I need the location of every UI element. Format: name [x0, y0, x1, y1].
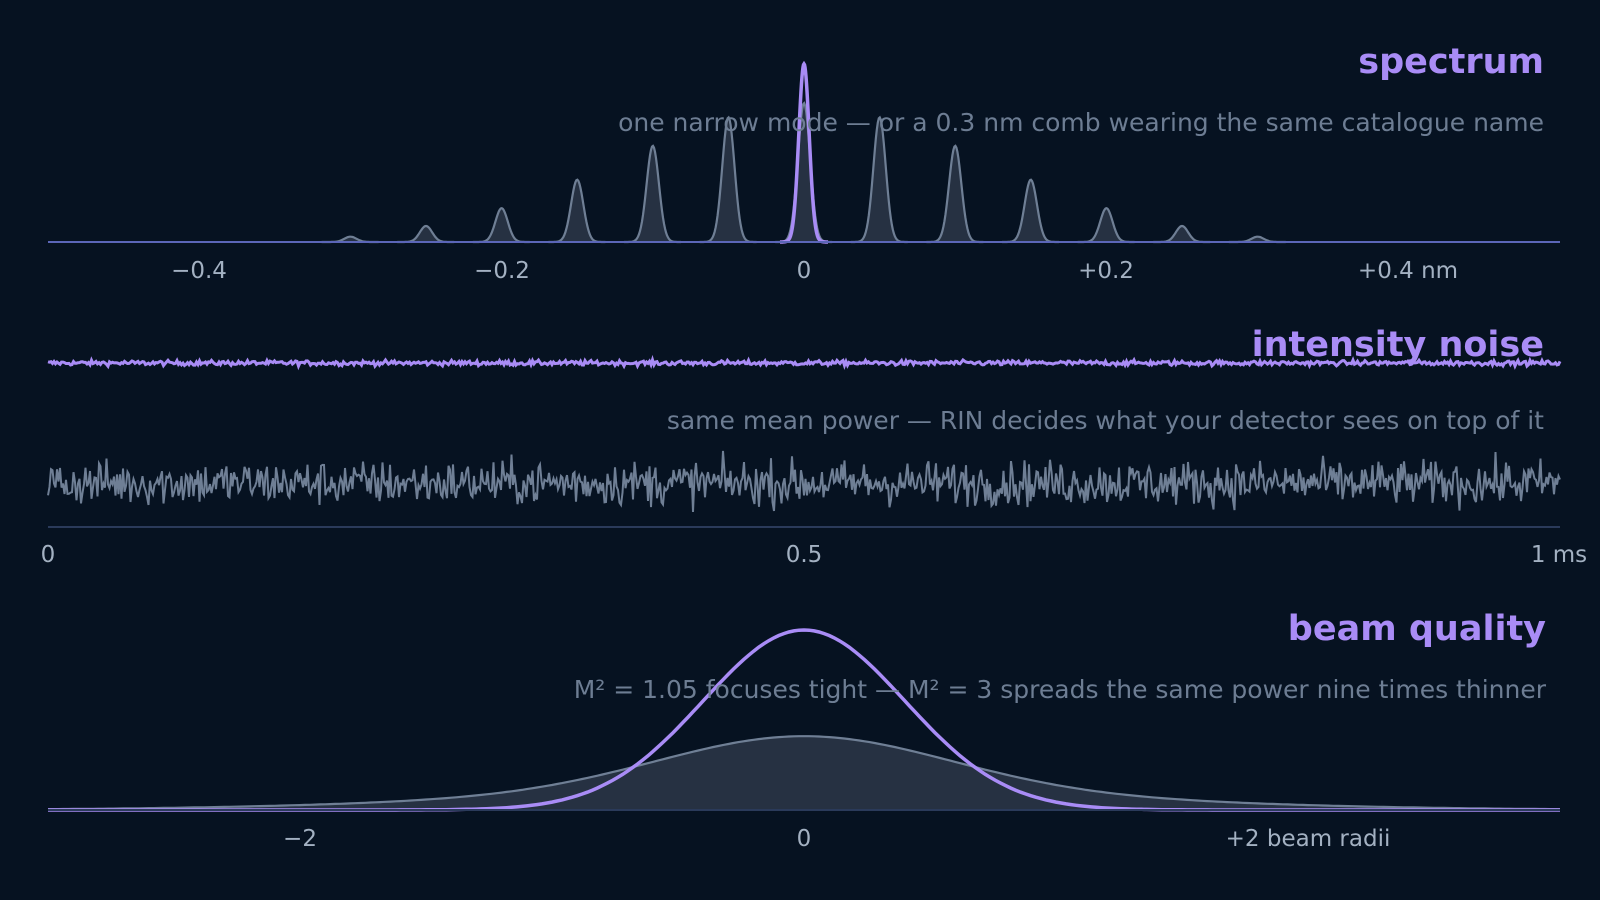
comb-mode-fill — [1153, 226, 1211, 242]
multimode-beam-profile — [48, 735, 1560, 811]
beam-subtitle: M² = 1.05 focuses tight — M² = 3 spreads… — [574, 675, 1547, 704]
single-mode-peak — [780, 60, 828, 244]
noise-subtitle: same mean power — RIN decides what your … — [667, 406, 1544, 435]
noise-title: intensity noise — [1252, 325, 1544, 365]
comb-mode-fill — [850, 117, 908, 242]
comb-mode-fill — [1077, 208, 1135, 242]
intensity-noise-panel: intensity noise same mean power — RIN de… — [41, 325, 1587, 568]
high-rin-trace — [47, 450, 1561, 513]
beam-x-tick-label: 0 — [797, 826, 812, 852]
beam-x-tick-label: +2 beam radii — [1226, 826, 1391, 852]
beam-quality-panel: beam quality M² = 1.05 focuses tight — M… — [48, 609, 1560, 852]
comb-mode-fill — [548, 179, 606, 242]
spectrum-x-tick-label: +0.4 nm — [1358, 258, 1458, 284]
beam-title: beam quality — [1288, 609, 1546, 649]
noise-x-tick-label: 0 — [41, 542, 56, 568]
noise-x-tick-label: 1 ms — [1531, 542, 1587, 568]
comb-mode-fill — [1228, 236, 1286, 242]
comb-mode-fill — [472, 208, 530, 242]
comb-mode-fill — [397, 226, 455, 242]
multimode-beam-fill — [48, 736, 1560, 810]
comb-mode-fill — [321, 236, 379, 242]
low-rin-trace — [47, 354, 1562, 371]
spectrum-panel: spectrum one narrow mode — or a 0.3 nm c… — [48, 42, 1560, 284]
comb-mode-fill — [1002, 179, 1059, 242]
spectrum-x-tick-label: −0.4 — [171, 258, 227, 284]
beam-x-tick-label: −2 — [283, 826, 317, 852]
spectrum-subtitle: one narrow mode — or a 0.3 nm comb weari… — [618, 108, 1544, 137]
comb-mode-fill — [775, 103, 833, 242]
spectrum-x-tick-label: −0.2 — [474, 258, 530, 284]
comb-mode-fill — [926, 145, 984, 242]
spectrum-title: spectrum — [1358, 42, 1544, 82]
spectrum-x-tick-label: +0.2 — [1078, 258, 1134, 284]
comb-mode-fill — [699, 117, 757, 242]
noise-x-tick-label: 0.5 — [786, 542, 823, 568]
spectrum-x-tick-label: 0 — [797, 258, 812, 284]
comb-mode-fill — [624, 145, 681, 242]
